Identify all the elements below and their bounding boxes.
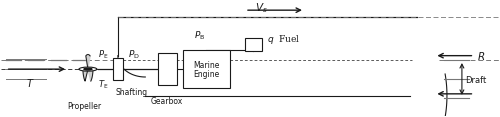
Polygon shape bbox=[88, 69, 93, 81]
Circle shape bbox=[79, 67, 97, 71]
Text: Marine: Marine bbox=[193, 61, 220, 70]
Text: $T$: $T$ bbox=[26, 77, 35, 89]
Bar bbox=[158, 53, 176, 85]
Text: Gearbox: Gearbox bbox=[151, 97, 184, 106]
Polygon shape bbox=[86, 55, 90, 69]
Text: Draft: Draft bbox=[466, 76, 486, 85]
Text: $T_\mathrm{E}$: $T_\mathrm{E}$ bbox=[98, 78, 109, 91]
Text: Propeller: Propeller bbox=[68, 102, 102, 111]
Text: Shafting: Shafting bbox=[116, 88, 148, 97]
Text: $q$  Fuel: $q$ Fuel bbox=[268, 33, 301, 46]
Text: $P_\mathrm{D}$: $P_\mathrm{D}$ bbox=[128, 49, 140, 61]
Bar bbox=[182, 50, 230, 88]
Text: $P_\mathrm{E}$: $P_\mathrm{E}$ bbox=[98, 49, 109, 61]
Text: $R$: $R$ bbox=[477, 50, 485, 62]
Bar bbox=[113, 58, 123, 80]
Text: $V_s$: $V_s$ bbox=[255, 2, 268, 15]
Bar bbox=[245, 38, 262, 51]
Polygon shape bbox=[83, 69, 88, 81]
Text: $P_\mathrm{B}$: $P_\mathrm{B}$ bbox=[194, 29, 205, 42]
Text: Engine: Engine bbox=[193, 70, 220, 79]
Circle shape bbox=[84, 68, 92, 70]
